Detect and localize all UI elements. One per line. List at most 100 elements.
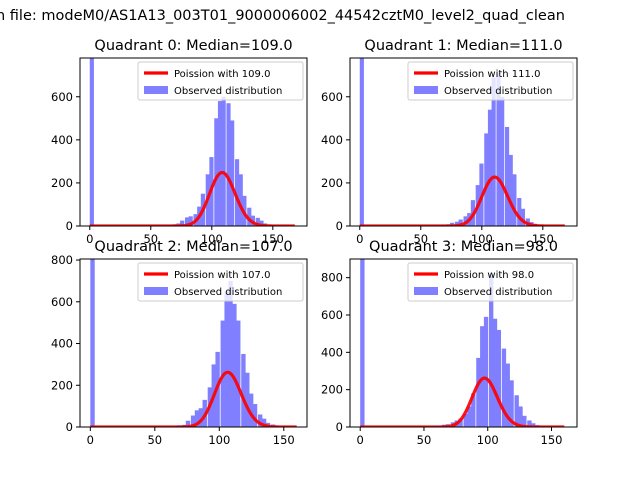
histogram-bar (487, 109, 493, 226)
x-tick-label: 50 (143, 232, 158, 246)
poisson-curve (359, 376, 565, 427)
subplot-title: Quadrant 1: Median=111.0 (364, 38, 562, 54)
y-tick-label: 600 (321, 308, 343, 322)
histogram-bar (198, 408, 204, 427)
y-tick-label: 0 (336, 420, 343, 434)
histogram-bar (360, 259, 365, 427)
plot-area (359, 58, 566, 226)
subplot-3: 0 50 100 150 0 200 400 600 800 Poission with 98.0… (321, 239, 578, 447)
legend-poisson-label: Poission with 107.0 (174, 270, 270, 281)
y-tick-label: 200 (51, 378, 73, 392)
x-tick-label: 150 (262, 232, 284, 246)
subplot-2: 0 50 100 150 0 200 400 600 800 Poission with 107.… (51, 239, 308, 447)
legend-box (137, 262, 304, 302)
histogram-bar (471, 393, 476, 427)
legend: Poission with 109.0 Observed distribution (137, 61, 304, 101)
x-tick-label: 50 (417, 433, 432, 447)
legend-observed-swatch (144, 86, 168, 94)
legend-observed-label: Observed distribution (174, 287, 282, 298)
poisson-curve (89, 170, 296, 226)
histogram-bar (500, 96, 505, 226)
y-tick-label: 600 (321, 90, 343, 104)
histogram-bar (531, 423, 536, 427)
histogram-bar (214, 118, 219, 226)
histogram-bar (226, 103, 231, 226)
histogram-bar (505, 363, 510, 427)
histogram-bar (234, 159, 240, 226)
histogram-bar (484, 133, 489, 226)
histogram-bar (238, 174, 243, 226)
histogram-bar (458, 418, 463, 427)
histogram-bar (483, 316, 489, 427)
legend: Poission with 98.0 Observed distribution (407, 262, 574, 302)
histogram-bar (217, 101, 223, 226)
y-tick-label: 0 (336, 219, 343, 233)
x-tick-label: 100 (208, 433, 230, 447)
axes-frame (349, 57, 578, 227)
histogram-bar (90, 259, 95, 427)
histogram-bar (255, 217, 260, 226)
y-tick-label: 400 (51, 133, 73, 147)
histogram-bar (476, 357, 481, 427)
poisson-curve (90, 370, 297, 427)
histogram-bar (257, 414, 263, 427)
histogram-bar (527, 420, 532, 427)
histogram-bar (458, 219, 463, 226)
y-tick-label: 0 (66, 420, 73, 434)
subplot-title: Quadrant 2: Median=107.0 (94, 239, 292, 255)
histogram-bar (463, 413, 468, 427)
x-tick-label: 100 (477, 433, 499, 447)
histogram-bar (514, 395, 519, 427)
x-tick-label: 100 (471, 232, 493, 246)
legend-box (137, 61, 304, 101)
histogram-bar (236, 320, 241, 427)
histogram-bar (230, 120, 235, 226)
legend-observed-label: Observed distribution (444, 287, 552, 298)
y-tick-label: 200 (321, 176, 343, 190)
subplot-title: Quadrant 3: Median=98.0 (369, 239, 558, 255)
legend-box (407, 262, 574, 302)
legend-observed-label: Observed distribution (444, 86, 552, 97)
histogram-bar (467, 406, 472, 427)
axes-frame (349, 258, 578, 428)
x-tick-label: 0 (357, 433, 364, 447)
legend-box (407, 61, 574, 101)
histogram-bar (492, 318, 498, 427)
y-tick-label: 800 (51, 253, 73, 267)
histogram-bar (185, 420, 191, 427)
histogram-bar (359, 58, 364, 226)
histogram-bar (180, 220, 185, 226)
subplot-grid: 0 50 100 150 0 200 400 600 Poission with 109.0 Ob… (51, 38, 578, 447)
histogram-bar (248, 393, 254, 427)
legend-observed-swatch (414, 86, 438, 94)
histogram-bar (520, 208, 526, 226)
x-tick-label: 50 (413, 232, 428, 246)
legend-observed-swatch (144, 287, 168, 295)
x-tick-label: 150 (273, 433, 295, 447)
histogram-bar (89, 58, 94, 226)
y-tick-label: 400 (51, 337, 73, 351)
x-tick-label: 150 (532, 232, 554, 246)
figure-suptitle: n file: modeM0/AS1A13_003T01_9000006002_… (0, 8, 565, 24)
legend-poisson-label: Poission with 111.0 (444, 69, 540, 80)
plot-area (89, 58, 296, 226)
histogram-bar (184, 217, 190, 226)
histogram-bar (232, 303, 237, 427)
y-tick-label: 0 (66, 219, 73, 233)
histogram-bar (245, 372, 250, 427)
y-tick-label: 200 (51, 176, 73, 190)
subplot-title: Quadrant 0: Median=109.0 (94, 38, 292, 54)
x-tick-label: 100 (201, 232, 223, 246)
legend: Poission with 107.0 Observed distribution (137, 262, 304, 302)
legend-observed-label: Observed distribution (174, 86, 282, 97)
histogram-bar (194, 410, 200, 427)
histogram-bar (517, 198, 522, 226)
histogram-bar (252, 404, 258, 427)
histogram-bar (247, 207, 252, 226)
histogram-bar (188, 216, 193, 226)
histogram-bar (496, 73, 501, 226)
x-tick-label: 150 (541, 433, 563, 447)
x-tick-label: 0 (86, 232, 93, 246)
histogram-bar (522, 415, 527, 427)
